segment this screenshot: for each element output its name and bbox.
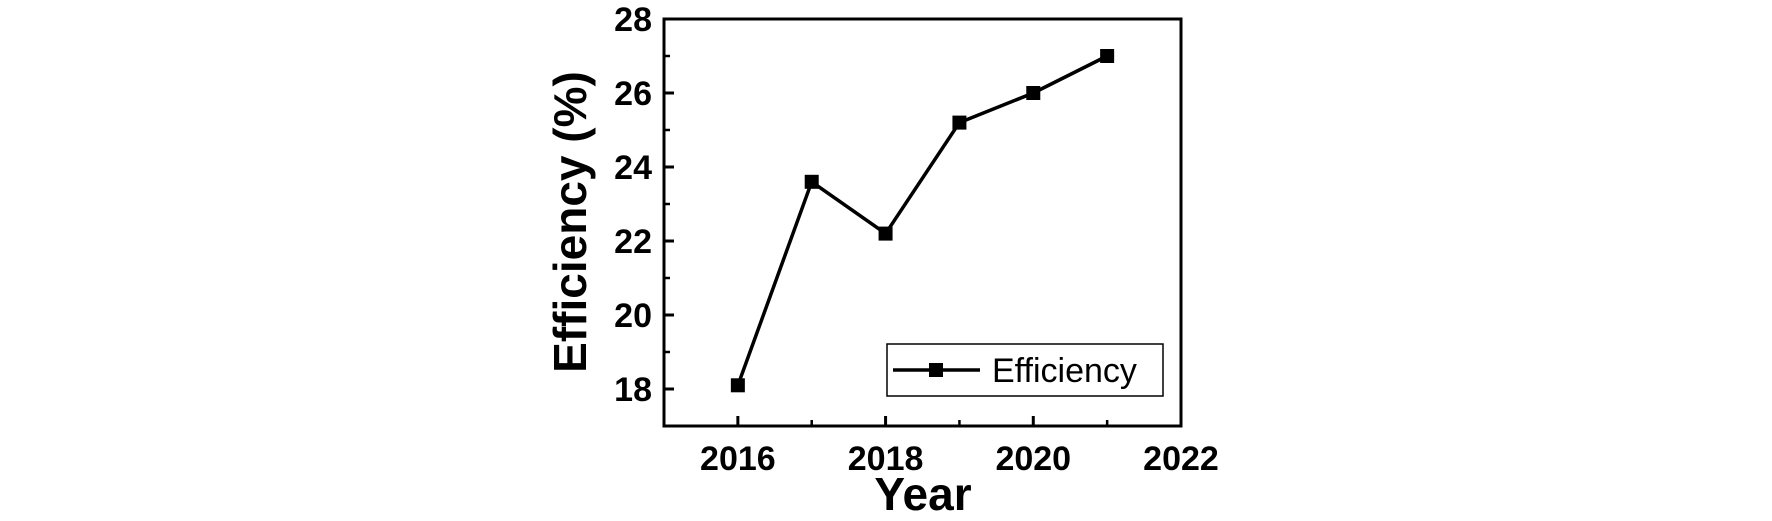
y-tick-label: 18 xyxy=(614,371,652,409)
y-axis-title: Efficiency (%) xyxy=(544,71,596,373)
data-point xyxy=(1026,86,1041,100)
data-point xyxy=(878,226,893,241)
series-line xyxy=(736,54,1108,386)
x-axis-title: Year xyxy=(874,468,971,520)
x-tick-label: 2020 xyxy=(995,440,1071,478)
x-tick-label: 2022 xyxy=(1143,440,1219,478)
tick-marks xyxy=(662,17,1183,428)
x-tick-label: 2018 xyxy=(848,440,924,478)
legend-marker xyxy=(929,363,943,377)
legend-label: Efficiency xyxy=(992,352,1137,390)
data-point xyxy=(730,378,745,393)
series-efficiency xyxy=(730,49,1115,393)
y-tick-label: 22 xyxy=(614,223,652,261)
y-tick-label: 28 xyxy=(614,1,652,39)
y-tick-label: 24 xyxy=(614,149,652,187)
y-tick-label: 26 xyxy=(614,75,652,113)
data-point xyxy=(1100,49,1115,63)
plot-frame xyxy=(662,17,1183,428)
data-point xyxy=(952,115,967,130)
legend: Efficiency xyxy=(886,343,1164,397)
y-tick-label: 20 xyxy=(614,297,652,335)
x-tick-label: 2016 xyxy=(700,440,776,478)
data-point xyxy=(804,174,819,189)
